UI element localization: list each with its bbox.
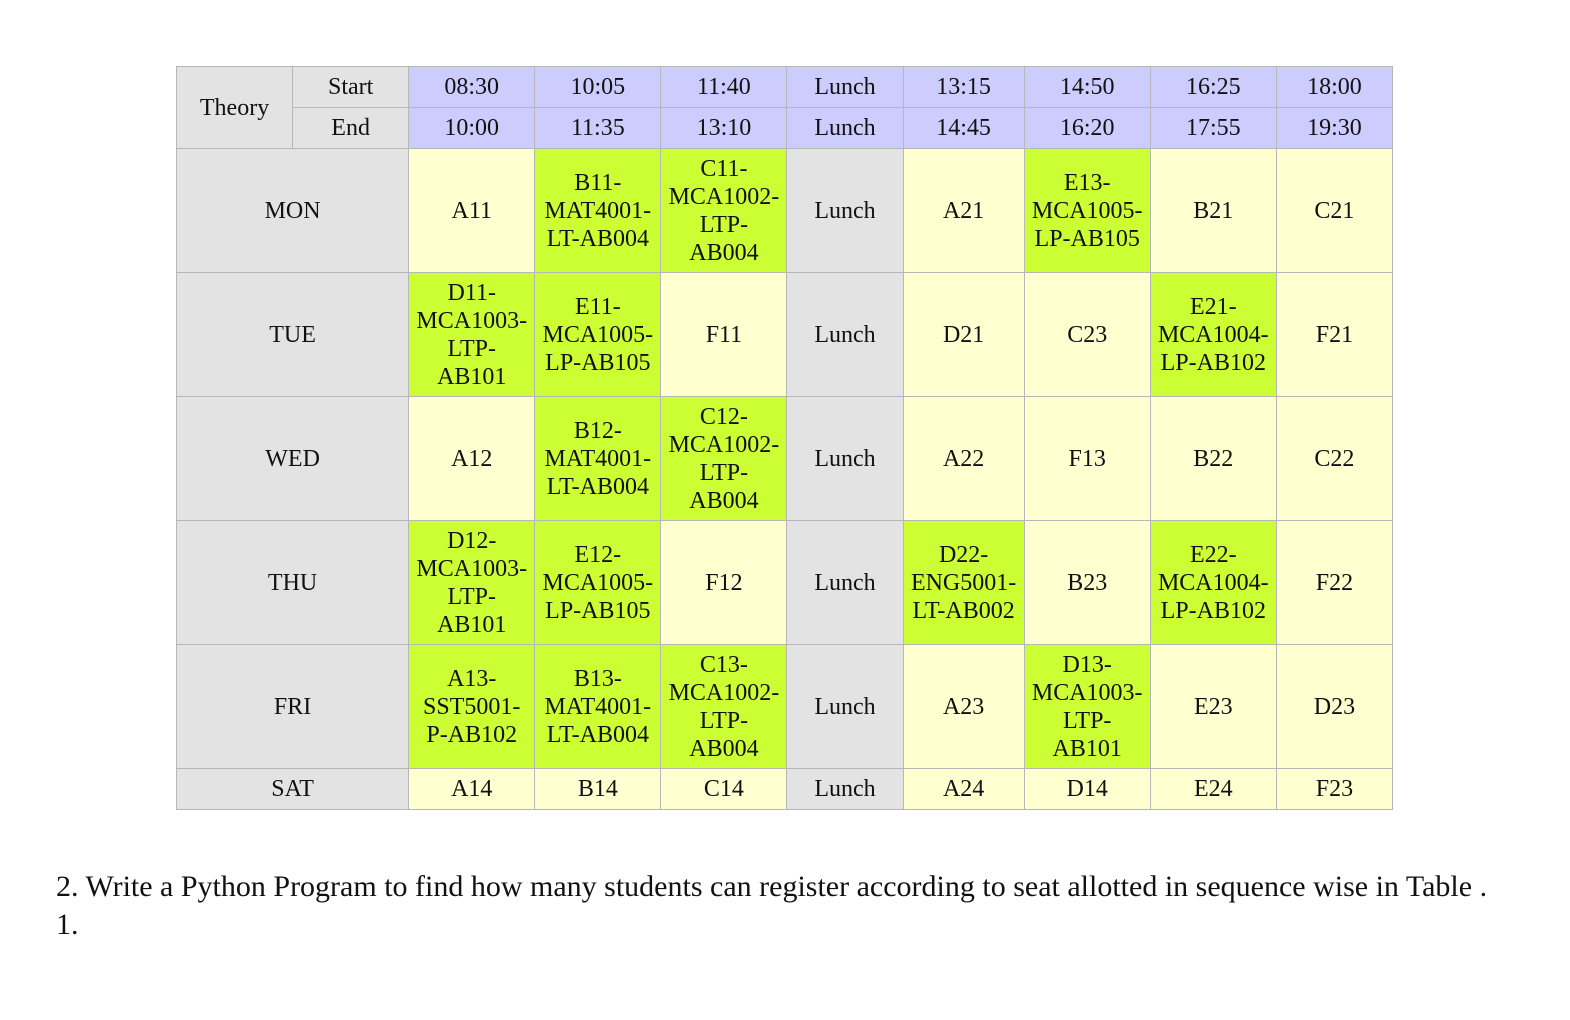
free-slot-cell: B22 bbox=[1149, 396, 1277, 521]
free-slot-cell: F21 bbox=[1275, 272, 1394, 397]
free-slot-cell: A12 bbox=[408, 396, 536, 521]
start-time: 10:05 bbox=[534, 66, 662, 108]
day-label: MON bbox=[175, 148, 410, 273]
booked-slot-cell: C12- MCA1002- LTP- AB004 bbox=[660, 396, 788, 521]
booked-slot-cell: B12- MAT4001- LT-AB004 bbox=[534, 396, 662, 521]
day-label: FRI bbox=[175, 644, 410, 769]
end-time: 11:35 bbox=[534, 107, 662, 149]
free-slot-cell: C22 bbox=[1275, 396, 1394, 521]
booked-slot-cell: E12- MCA1005- LP-AB105 bbox=[534, 520, 662, 645]
free-slot-cell: D21 bbox=[902, 272, 1025, 397]
free-slot-cell: F22 bbox=[1275, 520, 1394, 645]
theory-label: Theory bbox=[175, 66, 294, 149]
start-lunch: Lunch bbox=[786, 66, 904, 108]
end-time: 16:20 bbox=[1023, 107, 1151, 149]
free-slot-cell: A23 bbox=[902, 644, 1025, 769]
free-slot-cell: A11 bbox=[408, 148, 536, 273]
start-time: 11:40 bbox=[660, 66, 788, 108]
end-time: 13:10 bbox=[660, 107, 788, 149]
end-time: 14:45 bbox=[902, 107, 1025, 149]
free-slot-cell: A21 bbox=[902, 148, 1025, 273]
timetable: Theory Start 08:30 10:05 11:40 Lunch 13:… bbox=[175, 66, 1394, 810]
start-time: 13:15 bbox=[902, 66, 1025, 108]
free-slot-cell: F13 bbox=[1023, 396, 1151, 521]
free-slot-cell: B14 bbox=[534, 768, 662, 810]
free-slot-cell: E23 bbox=[1149, 644, 1277, 769]
day-row-mon: MON A11 B11- MAT4001- LT-AB004 C11- MCA1002… bbox=[175, 148, 1394, 273]
day-row-tue: TUE D11- MCA1003- LTP- AB101 E11- MCA1005-… bbox=[175, 272, 1394, 397]
free-slot-cell: C14 bbox=[660, 768, 788, 810]
booked-slot-cell: E21- MCA1004- LP-AB102 bbox=[1149, 272, 1277, 397]
lunch-cell: Lunch bbox=[786, 644, 904, 769]
lunch-cell: Lunch bbox=[786, 148, 904, 273]
free-slot-cell: B23 bbox=[1023, 520, 1151, 645]
lunch-cell: Lunch bbox=[786, 768, 904, 810]
lunch-cell: Lunch bbox=[786, 272, 904, 397]
free-slot-cell: A22 bbox=[902, 396, 1025, 521]
booked-slot-cell: D22- ENG5001- LT-AB002 bbox=[902, 520, 1025, 645]
lunch-cell: Lunch bbox=[786, 520, 904, 645]
end-lunch: Lunch bbox=[786, 107, 904, 149]
day-label: TUE bbox=[175, 272, 410, 397]
end-label: End bbox=[292, 107, 410, 149]
day-label: THU bbox=[175, 520, 410, 645]
start-time: 16:25 bbox=[1149, 66, 1277, 108]
free-slot-cell: A14 bbox=[408, 768, 536, 810]
start-row: Theory Start 08:30 10:05 11:40 Lunch 13:… bbox=[175, 66, 1394, 149]
free-slot-cell: A24 bbox=[902, 768, 1025, 810]
end-row: End 10:00 11:35 13:10 Lunch 14:45 16:20 … bbox=[177, 107, 1394, 149]
end-time: 10:00 bbox=[408, 107, 536, 149]
free-slot-cell: C21 bbox=[1275, 148, 1394, 273]
day-row-fri: FRI A13- SST5001- P-AB102 B13- MAT4001- LT… bbox=[175, 644, 1394, 769]
booked-slot-cell: E11- MCA1005- LP-AB105 bbox=[534, 272, 662, 397]
free-slot-cell: E24 bbox=[1149, 768, 1277, 810]
free-slot-cell: D14 bbox=[1023, 768, 1151, 810]
booked-slot-cell: D13- MCA1003- LTP- AB101 bbox=[1023, 644, 1151, 769]
end-time: 19:30 bbox=[1275, 107, 1394, 149]
start-time: 14:50 bbox=[1023, 66, 1151, 108]
day-row-wed: WED A12 B12- MAT4001- LT-AB004 C12- MCA1002… bbox=[175, 396, 1394, 521]
day-row-sat: SAT A14 B14 C14 Lunch A24 D14 E24 F23 bbox=[175, 768, 1394, 810]
booked-slot-cell: E22- MCA1004- LP-AB102 bbox=[1149, 520, 1277, 645]
free-slot-cell: D23 bbox=[1275, 644, 1394, 769]
booked-slot-cell: D11- MCA1003- LTP- AB101 bbox=[408, 272, 536, 397]
end-time: 17:55 bbox=[1149, 107, 1277, 149]
day-label: SAT bbox=[175, 768, 410, 810]
day-row-thu: THU D12- MCA1003- LTP- AB101 E12- MCA1005-… bbox=[175, 520, 1394, 645]
booked-slot-cell: B13- MAT4001- LT-AB004 bbox=[534, 644, 662, 769]
day-label: WED bbox=[175, 396, 410, 521]
free-slot-cell: B21 bbox=[1149, 148, 1277, 273]
question-text: 2. Write a Python Program to find how ma… bbox=[56, 870, 1488, 941]
booked-slot-cell: E13- MCA1005- LP-AB105 bbox=[1023, 148, 1151, 273]
start-time: 08:30 bbox=[408, 66, 536, 108]
booked-slot-cell: C13- MCA1002- LTP- AB004 bbox=[660, 644, 788, 769]
booked-slot-cell: A13- SST5001- P-AB102 bbox=[408, 644, 536, 769]
start-label: Start bbox=[292, 66, 410, 108]
free-slot-cell: F11 bbox=[660, 272, 788, 397]
free-slot-cell: F23 bbox=[1275, 768, 1394, 810]
booked-slot-cell: D12- MCA1003- LTP- AB101 bbox=[408, 520, 536, 645]
booked-slot-cell: B11- MAT4001- LT-AB004 bbox=[534, 148, 662, 273]
free-slot-cell: C23 bbox=[1023, 272, 1151, 397]
free-slot-cell: F12 bbox=[660, 520, 788, 645]
start-time: 18:00 bbox=[1275, 66, 1394, 108]
lunch-cell: Lunch bbox=[786, 396, 904, 521]
booked-slot-cell: C11- MCA1002- LTP- AB004 bbox=[660, 148, 788, 273]
